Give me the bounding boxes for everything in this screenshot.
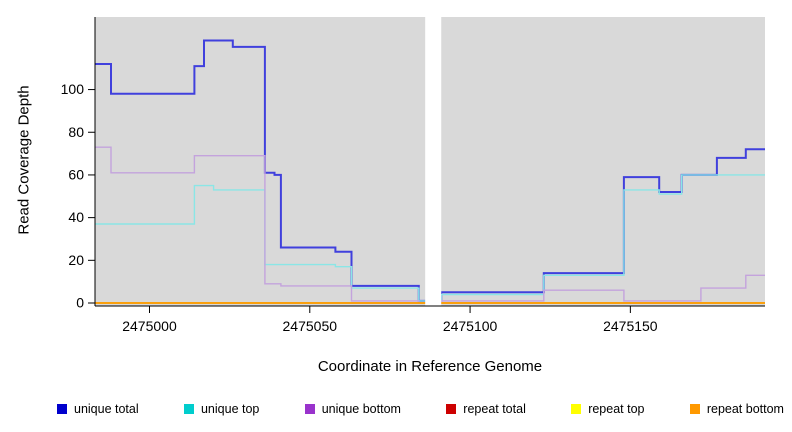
x-tick-label: 2475000: [122, 318, 177, 334]
legend-swatch-icon: [57, 404, 67, 414]
legend-swatch-icon: [304, 404, 315, 414]
y-tick-label: 20: [68, 252, 84, 268]
legend-item-unique-top: unique top: [183, 402, 260, 416]
legend-swatch-icon: [183, 404, 194, 414]
plot-area: 0 20 40 60 80 100 2475000 2475050 2475100 2475150: [61, 15, 765, 334]
x-axis-label: Coordinate in Reference Genome: [317, 358, 543, 375]
legend-item-repeat-top: repeat top: [571, 402, 644, 416]
legend-label: unique total: [74, 402, 139, 416]
y-axis-label: Read Coverage Depth: [15, 85, 33, 235]
legend-swatch-icon: [446, 404, 457, 414]
y-tick-label: 60: [68, 166, 84, 182]
legend-item-unique-total: unique total: [57, 402, 139, 416]
legend-swatch-icon: [689, 404, 700, 414]
legend-label: repeat total: [463, 402, 526, 416]
series-unique-bottom: [95, 146, 765, 304]
y-tick-label: 40: [68, 209, 84, 225]
x-tick-label: 2475100: [443, 318, 498, 334]
legend-item-unique-bottom: unique bottom: [304, 402, 401, 416]
y-tick-label: 0: [76, 295, 84, 311]
y-tick-label: 100: [61, 81, 85, 97]
legend: unique total unique top unique bottom repea…: [57, 402, 784, 416]
y-tick-label: 80: [68, 124, 84, 140]
legend-label: unique bottom: [321, 402, 401, 416]
x-tick-label: 2475150: [603, 318, 658, 334]
legend-label: repeat bottom: [706, 402, 784, 416]
legend-label: repeat top: [588, 402, 645, 416]
legend-item-repeat-total: repeat total: [446, 402, 526, 416]
series-unique-top: [95, 174, 765, 302]
x-tick-label: 2475050: [283, 318, 338, 334]
legend-item-repeat-bottom: repeat bottom: [689, 402, 784, 416]
masked-region: [425, 15, 442, 306]
legend-swatch-icon: [571, 404, 582, 414]
legend-label: unique top: [200, 402, 260, 416]
